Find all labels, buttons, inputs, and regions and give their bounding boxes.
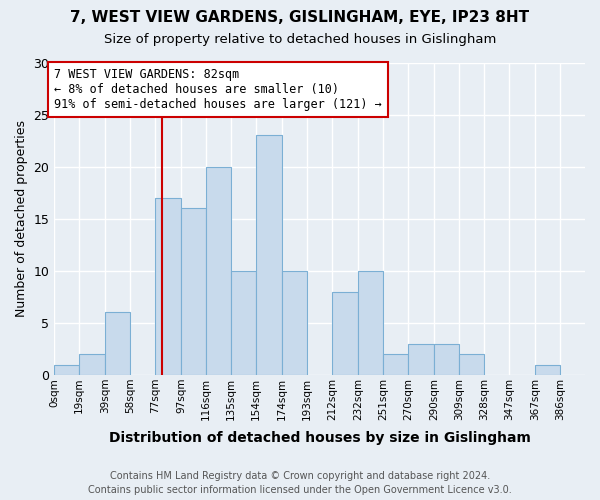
Bar (181, 208, 206, 375)
Bar (383, 354, 408, 375)
Text: 7 WEST VIEW GARDENS: 82sqm
← 8% of detached houses are smaller (10)
91% of semi-: 7 WEST VIEW GARDENS: 82sqm ← 8% of detac… (54, 68, 382, 110)
Bar (54, 364, 79, 375)
Bar (358, 271, 383, 375)
Bar (459, 354, 484, 375)
Text: 7, WEST VIEW GARDENS, GISLINGHAM, EYE, IP23 8HT: 7, WEST VIEW GARDENS, GISLINGHAM, EYE, I… (70, 10, 530, 25)
Bar (231, 271, 256, 375)
Bar (79, 354, 106, 375)
Bar (332, 292, 358, 375)
Bar (256, 136, 282, 375)
Text: Size of property relative to detached houses in Gislingham: Size of property relative to detached ho… (104, 32, 496, 46)
Bar (434, 344, 459, 375)
Bar (535, 364, 560, 375)
Bar (408, 344, 434, 375)
Y-axis label: Number of detached properties: Number of detached properties (15, 120, 28, 317)
Bar (155, 198, 181, 375)
X-axis label: Distribution of detached houses by size in Gislingham: Distribution of detached houses by size … (109, 431, 530, 445)
Text: Contains HM Land Registry data © Crown copyright and database right 2024.
Contai: Contains HM Land Registry data © Crown c… (88, 471, 512, 495)
Bar (282, 271, 307, 375)
Bar (206, 166, 231, 375)
Bar (106, 312, 130, 375)
